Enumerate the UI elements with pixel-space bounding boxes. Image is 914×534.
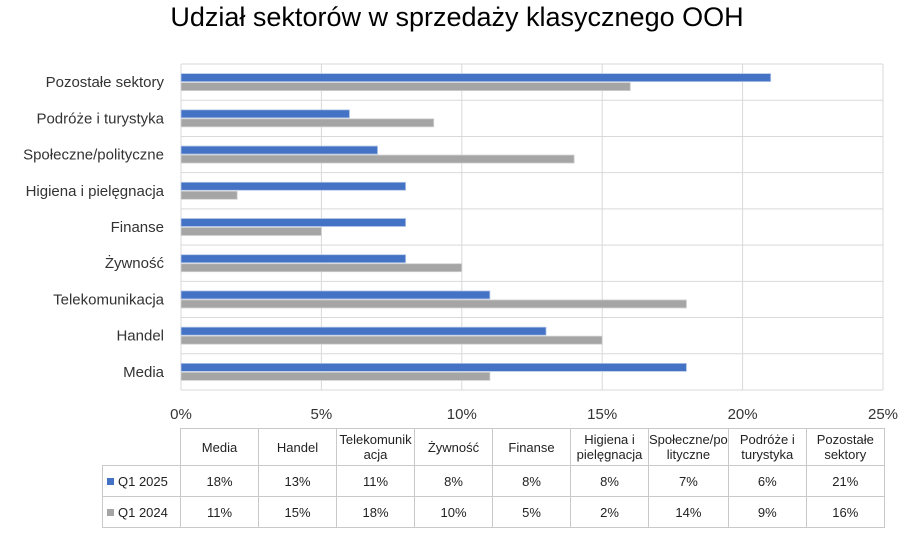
data-table: Media Handel Telekomunik acja Żywność Finans… [102,428,885,528]
bar-q1-2025 [180,254,407,264]
bar-q1-2024 [180,154,575,164]
table-header-cell: Podróże i turystyka [727,428,807,466]
table-row-q1-2025: Q1 2025 18% 13% 11% 8% 8% 8% 7% 6% 21% [102,465,885,497]
bar-q1-2024 [180,263,463,273]
x-tick-label: 10% [447,406,477,423]
table-value-cell: 6% [727,465,807,497]
table-header-cell: Higiena i pielęgnacja [570,428,649,466]
x-tick-label: 0% [170,406,192,423]
y-category-label: Handel [116,328,164,345]
table-value-cell: 14% [648,496,729,528]
table-value-cell: 10% [414,496,493,528]
y-category-label: Pozostałe sektory [46,74,165,91]
table-header-cell: Telekomunik acja [336,428,415,466]
table-value-cell: 11% [336,465,415,497]
x-tick-label: 15% [587,406,617,423]
table-header-cell: Społeczne/po lityczne [648,428,729,466]
bar-q1-2024 [180,118,435,128]
bar-q1-2025 [180,181,407,191]
bar-q1-2024 [180,335,603,345]
table-value-cell: 7% [648,465,729,497]
bar-q1-2024 [180,371,491,381]
bar-q1-2025 [180,73,772,83]
bar-chart: 0% 5% 10% 15% 20% 25% Media Handel Telekomunikac… [23,63,898,423]
table-value-cell: 5% [492,496,571,528]
table-header-row: Media Handel Telekomunik acja Żywność Finans… [103,428,885,466]
y-category-label: Higiena i pielęgnacja [26,183,165,200]
bar-q1-2024 [180,82,631,92]
y-category-label: Społeczne/polityczne [23,147,164,164]
table-value-cell: 8% [492,465,571,497]
table-value-cell: 9% [727,496,807,528]
bar-q1-2025 [180,362,687,372]
table-value-cell: 16% [805,496,885,528]
table-row-q1-2024: Q1 2024 11% 15% 18% 10% 5% 2% 14% 9% 16% [102,496,885,528]
y-category-label: Żywność [105,254,165,272]
table-value-cell: 18% [336,496,415,528]
table-value-cell: 21% [805,465,885,497]
table-value-cell: 18% [180,465,259,497]
bar-q1-2025 [180,218,407,227]
table-header-cell: Media [180,428,259,466]
table-header-cell: Żywność [414,428,493,466]
series-label-q1-2024: Q1 2024 [102,496,181,528]
x-tick-label: 20% [728,406,758,423]
y-category-label: Media [123,364,165,381]
y-category-label: Finanse [111,219,164,236]
bar-q1-2025 [180,290,491,300]
table-header-cell: Finanse [492,428,571,466]
table-value-cell: 8% [414,465,493,497]
x-tick-label: 25% [868,406,898,423]
y-category-label: Podróże i turystyka [36,110,164,127]
table-header-cell: Handel [258,428,337,466]
bar-q1-2024 [180,227,322,236]
table-value-cell: 11% [180,496,259,528]
table-corner [103,429,181,466]
table-value-cell: 15% [258,496,337,528]
series-label-q1-2025: Q1 2025 [102,465,181,497]
table-value-cell: 2% [570,496,649,528]
y-category-label: Telekomunikacja [53,291,165,308]
bar-q1-2025 [180,145,378,155]
table-header-cell: Pozostałe sektory [805,428,885,466]
bar-q1-2024 [180,299,687,309]
table-value-cell: 8% [570,465,649,497]
legend-swatch-q1-2024 [107,508,114,516]
legend-swatch-q1-2025 [107,477,114,485]
table-value-cell: 13% [258,465,337,497]
bar-q1-2025 [180,109,350,119]
chart-title: Udział sektorów w sprzedaży klasycznego … [170,2,744,32]
bar-q1-2024 [180,190,238,200]
x-tick-label: 5% [311,406,333,423]
bar-q1-2025 [180,326,547,336]
